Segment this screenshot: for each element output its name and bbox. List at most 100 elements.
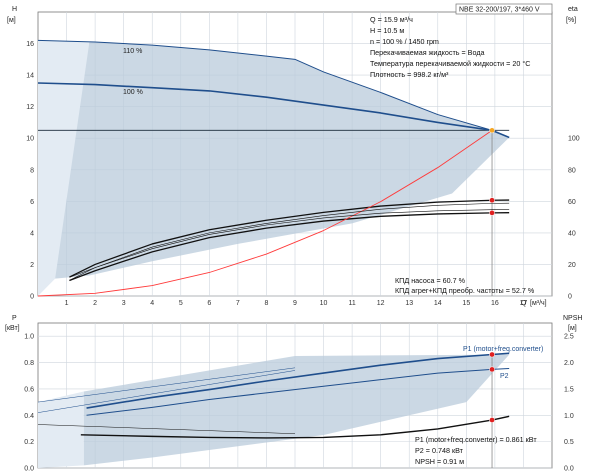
info-npsh: NPSH = 0.91 м: [415, 457, 464, 466]
upper-curves: [37, 39, 510, 297]
p-tick-label: 0.0: [24, 466, 34, 473]
eta-tick-label: 80: [568, 167, 576, 174]
upper-tick-labels: 1 2 3 4 5 6 7 8 9 10 11 12 13 14 15 16 17024681012141602…: [26, 41, 580, 307]
x-tick-label: 13: [405, 300, 413, 307]
h-tick-label: 14: [26, 73, 34, 80]
label-p2: P2: [500, 373, 509, 380]
h-tick-label: 4: [30, 230, 34, 237]
marker-P1 (motor+freq.converter): [489, 351, 495, 358]
info-p1: P1 (motor+freq.converter) = 0.861 кВт: [415, 435, 537, 444]
label-p1: P1 (motor+freq.converter): [463, 346, 543, 353]
info-density: Плотность = 998.2 кг/м³: [370, 70, 449, 79]
pump-model-label: NBE 32-200/197, 3*460 V: [459, 7, 540, 14]
x-tick-label: 9: [293, 300, 297, 307]
h-tick-label: 0: [30, 294, 34, 301]
x-tick-label: 17: [520, 300, 528, 307]
x-axis-unit: [м³/ч]: [530, 300, 547, 307]
info-n: n = 100 % / 1450 rpm: [370, 37, 439, 46]
x-tick-label: 16: [491, 300, 499, 307]
x-tick-label: 6: [207, 300, 211, 307]
pump-model-box: [455, 3, 553, 15]
npsh-guide-line: [37, 424, 296, 434]
upper-left-axis-title: H: [12, 6, 17, 13]
curve-p1: [86, 352, 510, 409]
marker-eta_total: [489, 210, 495, 216]
curve-npsh: [80, 415, 510, 439]
curve-100-percent: [37, 82, 510, 139]
lower-curves: [37, 352, 510, 468]
upper-right-axis-unit: [%]: [566, 17, 576, 24]
x-axis-title: Q: [521, 300, 527, 307]
p-tick-label: 0.8: [24, 360, 34, 367]
x-tick-label: 7: [236, 300, 240, 307]
curve-eta-total-edge: [69, 209, 510, 278]
lower-tick-labels: 0.0 0.2 0.4 0.6 0.8 1.0 0.0 0.5 1.0 1.5 2.0 2.5: [24, 334, 574, 473]
info-eta-pump: КПД насоса = 60.7 %: [395, 276, 466, 285]
npsh-tick-label: 0.0: [564, 466, 574, 473]
eta-tick-label: 20: [568, 262, 576, 269]
h-tick-label: 6: [30, 199, 34, 206]
x-tick-label: 10: [320, 300, 328, 307]
upper-left-axis-unit: [м]: [7, 17, 16, 24]
lower-right-axis-unit: [м]: [568, 325, 577, 332]
x-tick-label: 14: [434, 300, 442, 307]
h-tick-label: 8: [30, 167, 34, 174]
x-tick-label: 4: [150, 300, 154, 307]
lower-markers: [489, 351, 495, 423]
x-tick-label: 8: [264, 300, 268, 307]
p-tick-label: 0.6: [24, 386, 34, 393]
operating-point-info: Q = 15.9 м³/ч H = 10.5 м n = 100 % / 145…: [370, 15, 530, 79]
npsh-tick-label: 1.0: [564, 413, 574, 420]
p-tick-label: 0.2: [24, 439, 34, 446]
npsh-tick-label: 0.5: [564, 439, 574, 446]
efficiency-info: КПД насоса = 60.7 % КПД агрег+КПД преобр…: [395, 276, 535, 295]
upper-band-110: [38, 40, 510, 279]
upper-band-left: [38, 40, 90, 297]
p-guide-line-2: [37, 370, 296, 413]
upper-markers: [489, 127, 495, 216]
eta-tick-label: 100: [568, 136, 580, 143]
upper-panel: 1 2 3 4 5 6 7 8 9 10 11 12 13 14 15 16 17024681012141602…: [26, 11, 580, 307]
marker-duty: [489, 127, 495, 134]
x-tick-label: 11: [348, 300, 355, 307]
marker-NPSH: [489, 417, 495, 423]
curve-eta-total: [69, 212, 510, 282]
eta-tick-label: 40: [568, 230, 576, 237]
eta-tick-label: 60: [568, 199, 576, 206]
curve-eta-pump: [69, 199, 510, 278]
upper-right-axis-title: eta: [568, 6, 578, 13]
info-eta-total: КПД агрег+КПД преобр. частоты = 52.7 %: [395, 286, 535, 295]
label-100: 100 %: [123, 89, 143, 96]
p-guide-line-1: [37, 367, 296, 403]
info-liquid: Перекачиваемая жидкость = Вода: [370, 48, 485, 57]
info-h: H = 10.5 м: [370, 26, 404, 35]
lower-right-axis-title: NPSH: [563, 315, 582, 322]
p-tick-label: 1.0: [24, 334, 34, 341]
npsh-tick-label: 2.5: [564, 334, 574, 341]
x-tick-label: 15: [462, 300, 470, 307]
lower-left-axis-title: P: [12, 315, 17, 322]
label-110: 110 %: [123, 48, 142, 55]
npsh-tick-label: 1.5: [564, 386, 574, 393]
info-p2: P2 = 0.748 кВт: [415, 446, 464, 455]
npsh-tick-label: 2.0: [564, 360, 574, 367]
h-tick-label: 12: [26, 104, 34, 111]
lower-band-left: [38, 391, 84, 468]
h-tick-label: 10: [26, 136, 34, 143]
marker-P2: [489, 366, 495, 373]
upper-operating-bands: [38, 40, 510, 297]
curve-system: [37, 129, 493, 297]
x-tick-label: 12: [377, 300, 385, 307]
power-info: P1 (motor+freq.converter) = 0.861 кВт P2…: [415, 435, 537, 466]
lower-panel: 0.0 0.2 0.4 0.6 0.8 1.0 0.0 0.5 1.0 1.5 2.0 2.5: [24, 322, 574, 473]
curve-eta-pump-edge: [69, 202, 510, 281]
curve-p2: [86, 367, 510, 416]
curve-110-percent: [37, 39, 510, 138]
marker-eta_pump: [489, 197, 495, 204]
x-tick-label: 3: [122, 300, 126, 307]
lower-left-axis-unit: [кВт]: [5, 325, 20, 332]
eta-tick-label: 0: [568, 294, 572, 301]
info-q: Q = 15.9 м³/ч: [370, 15, 413, 24]
h-tick-label: 16: [26, 41, 34, 48]
